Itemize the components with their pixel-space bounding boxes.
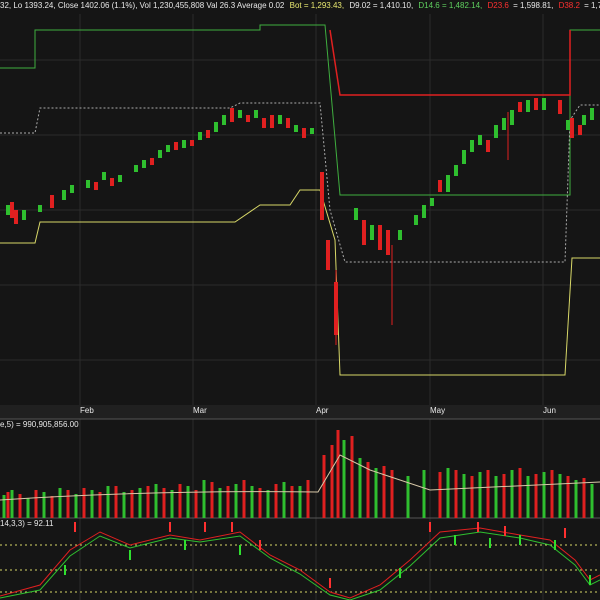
lower-band xyxy=(0,189,600,376)
header-text: 32, Lo 1393.24, Close 1402.06 (1.1%), Vo… xyxy=(0,1,600,10)
month-label: Feb xyxy=(80,406,94,415)
upper-band xyxy=(0,24,600,196)
stochastic-d xyxy=(0,531,600,600)
up-candles xyxy=(6,98,594,240)
stochastic-label: 14,3,3) = 92.11 xyxy=(0,519,54,528)
buy-arrows xyxy=(64,535,591,585)
grid xyxy=(0,14,600,600)
month-axis xyxy=(0,405,600,419)
month-label: Mar xyxy=(193,406,207,415)
mid-band xyxy=(0,102,600,263)
stochastic-k xyxy=(0,527,600,599)
candle-wicks xyxy=(335,112,509,345)
down-candles xyxy=(10,98,582,335)
sell-arrows xyxy=(74,522,566,588)
volume-average xyxy=(0,454,600,501)
volume-up xyxy=(2,440,594,518)
month-label: May xyxy=(430,406,445,415)
fib-band xyxy=(329,29,571,96)
month-label: Jun xyxy=(543,406,556,415)
month-label: Apr xyxy=(316,406,329,415)
volume-down xyxy=(6,430,586,518)
volume-label: e,5) = 990,905,856.00 xyxy=(0,420,79,429)
